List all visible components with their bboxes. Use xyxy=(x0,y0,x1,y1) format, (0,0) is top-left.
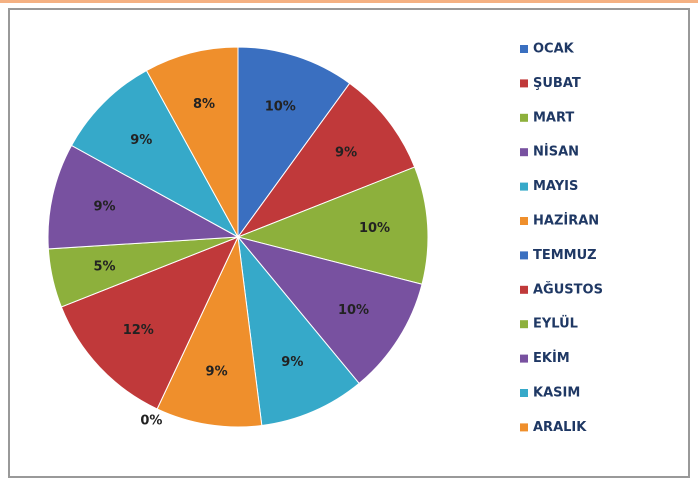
pie-slice xyxy=(70,69,240,239)
legend-label: KASIM xyxy=(533,386,580,401)
pie-slice xyxy=(60,236,239,410)
legend-swatch xyxy=(520,423,528,432)
legend-swatch xyxy=(520,79,528,88)
data-label: 9% xyxy=(335,146,357,161)
legend-swatch xyxy=(520,217,528,225)
data-label: 10% xyxy=(265,99,296,114)
pie-slice xyxy=(236,236,423,385)
legend-label: EYLÜL xyxy=(533,316,578,332)
pie-slice xyxy=(236,166,429,285)
legend-label: HAZİRAN xyxy=(533,213,599,229)
legend-swatch xyxy=(520,113,528,122)
legend-swatch xyxy=(520,251,528,260)
data-label: 10% xyxy=(359,221,390,236)
legend-swatch xyxy=(520,320,528,329)
pie-slice xyxy=(237,235,360,427)
legend-label: ŞUBAT xyxy=(533,76,581,91)
data-label: 12% xyxy=(123,323,154,338)
pie-slice xyxy=(156,235,263,428)
pie-slice xyxy=(47,144,240,250)
data-label: 9% xyxy=(206,365,228,380)
legend-swatch xyxy=(520,182,528,191)
pie-slice xyxy=(145,46,239,238)
pie-slice xyxy=(237,46,351,239)
data-label: 9% xyxy=(130,133,152,148)
legend-label: ARALIK xyxy=(533,420,587,435)
legend-label: NİSAN xyxy=(533,144,579,160)
legend-swatch xyxy=(520,389,528,397)
legend-swatch xyxy=(520,148,528,157)
legend-swatch xyxy=(520,354,528,363)
data-label: 0% xyxy=(140,413,162,428)
legend-label: EKİM xyxy=(533,350,570,366)
pie-slice xyxy=(236,82,416,239)
data-label: 5% xyxy=(93,259,115,274)
data-label: 9% xyxy=(281,355,303,370)
data-label: 8% xyxy=(193,97,215,112)
legend-label: MART xyxy=(533,110,574,125)
legend-label: OCAK xyxy=(533,42,575,57)
legend-swatch xyxy=(520,285,528,294)
legend-swatch xyxy=(520,45,528,53)
data-label: 9% xyxy=(93,200,115,215)
legend-label: TEMMUZ xyxy=(533,248,597,263)
legend-label: AĞUSTOS xyxy=(533,281,603,297)
data-label: 10% xyxy=(338,303,369,318)
legend-label: MAYIS xyxy=(533,179,578,194)
top-strip xyxy=(0,0,698,3)
